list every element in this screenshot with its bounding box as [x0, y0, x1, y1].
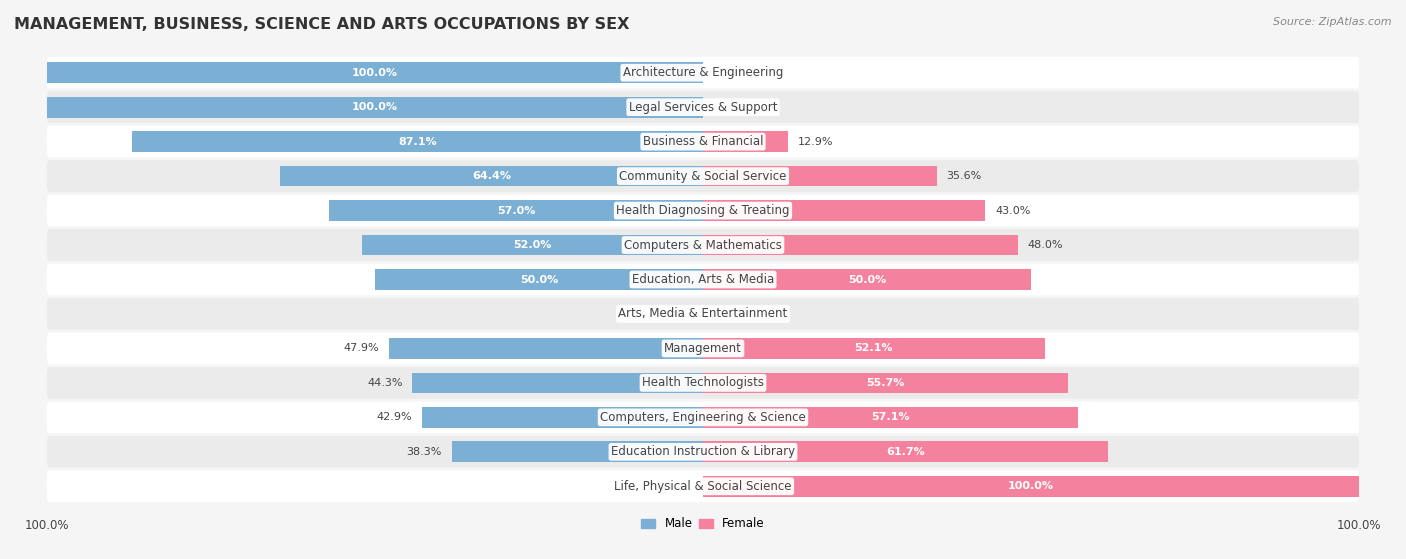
Text: Education Instruction & Library: Education Instruction & Library: [612, 446, 794, 458]
FancyBboxPatch shape: [46, 160, 1360, 192]
Text: 43.0%: 43.0%: [995, 206, 1031, 216]
Bar: [703, 269, 1031, 290]
Text: Arts, Media & Entertainment: Arts, Media & Entertainment: [619, 307, 787, 320]
Text: 87.1%: 87.1%: [398, 136, 437, 146]
Bar: [46, 63, 703, 83]
FancyBboxPatch shape: [46, 264, 1360, 295]
Text: 52.1%: 52.1%: [855, 343, 893, 353]
Text: Community & Social Service: Community & Social Service: [619, 169, 787, 183]
Bar: [703, 442, 1108, 462]
Bar: [46, 97, 703, 117]
Bar: [412, 372, 703, 393]
Text: Health Diagnosing & Treating: Health Diagnosing & Treating: [616, 204, 790, 217]
FancyBboxPatch shape: [46, 57, 1360, 88]
Text: 0.0%: 0.0%: [720, 309, 748, 319]
FancyBboxPatch shape: [46, 367, 1360, 399]
Text: 50.0%: 50.0%: [848, 274, 886, 285]
FancyBboxPatch shape: [46, 436, 1360, 468]
Text: 44.3%: 44.3%: [367, 378, 402, 388]
Text: Legal Services & Support: Legal Services & Support: [628, 101, 778, 113]
Text: 57.0%: 57.0%: [496, 206, 536, 216]
Text: 38.3%: 38.3%: [406, 447, 441, 457]
Text: 42.9%: 42.9%: [375, 413, 412, 423]
Bar: [703, 166, 936, 187]
FancyBboxPatch shape: [46, 91, 1360, 123]
Bar: [375, 269, 703, 290]
Text: Education, Arts & Media: Education, Arts & Media: [631, 273, 775, 286]
Text: 0.0%: 0.0%: [720, 68, 748, 78]
Text: Source: ZipAtlas.com: Source: ZipAtlas.com: [1274, 17, 1392, 27]
Text: Life, Physical & Social Science: Life, Physical & Social Science: [614, 480, 792, 493]
Text: 64.4%: 64.4%: [472, 171, 512, 181]
Text: Computers, Engineering & Science: Computers, Engineering & Science: [600, 411, 806, 424]
Legend: Male, Female: Male, Female: [637, 513, 769, 535]
Text: 57.1%: 57.1%: [872, 413, 910, 423]
Bar: [703, 200, 986, 221]
FancyBboxPatch shape: [46, 126, 1360, 158]
FancyBboxPatch shape: [46, 401, 1360, 433]
FancyBboxPatch shape: [46, 229, 1360, 261]
Text: 12.9%: 12.9%: [797, 136, 832, 146]
Bar: [703, 235, 1018, 255]
Bar: [703, 476, 1360, 496]
FancyBboxPatch shape: [46, 471, 1360, 502]
Text: Management: Management: [664, 342, 742, 355]
Text: 61.7%: 61.7%: [886, 447, 925, 457]
Bar: [280, 166, 703, 187]
FancyBboxPatch shape: [46, 298, 1360, 330]
Text: Business & Financial: Business & Financial: [643, 135, 763, 148]
Bar: [451, 442, 703, 462]
Bar: [703, 338, 1045, 359]
Bar: [703, 372, 1069, 393]
Text: 100.0%: 100.0%: [352, 68, 398, 78]
FancyBboxPatch shape: [46, 195, 1360, 226]
Bar: [361, 235, 703, 255]
Text: Architecture & Engineering: Architecture & Engineering: [623, 66, 783, 79]
Bar: [703, 131, 787, 152]
Text: 35.6%: 35.6%: [946, 171, 981, 181]
Bar: [388, 338, 703, 359]
Text: 47.9%: 47.9%: [343, 343, 378, 353]
Text: MANAGEMENT, BUSINESS, SCIENCE AND ARTS OCCUPATIONS BY SEX: MANAGEMENT, BUSINESS, SCIENCE AND ARTS O…: [14, 17, 630, 32]
Text: 0.0%: 0.0%: [658, 481, 686, 491]
Text: 100.0%: 100.0%: [352, 102, 398, 112]
Text: 55.7%: 55.7%: [866, 378, 905, 388]
Text: Health Technologists: Health Technologists: [643, 376, 763, 390]
Text: Computers & Mathematics: Computers & Mathematics: [624, 239, 782, 252]
Bar: [329, 200, 703, 221]
Text: 52.0%: 52.0%: [513, 240, 551, 250]
Text: 50.0%: 50.0%: [520, 274, 558, 285]
FancyBboxPatch shape: [46, 333, 1360, 364]
Text: 100.0%: 100.0%: [1008, 481, 1054, 491]
Text: 0.0%: 0.0%: [720, 102, 748, 112]
Text: 0.0%: 0.0%: [658, 309, 686, 319]
Bar: [703, 407, 1077, 428]
Bar: [132, 131, 703, 152]
Bar: [422, 407, 703, 428]
Text: 48.0%: 48.0%: [1028, 240, 1063, 250]
